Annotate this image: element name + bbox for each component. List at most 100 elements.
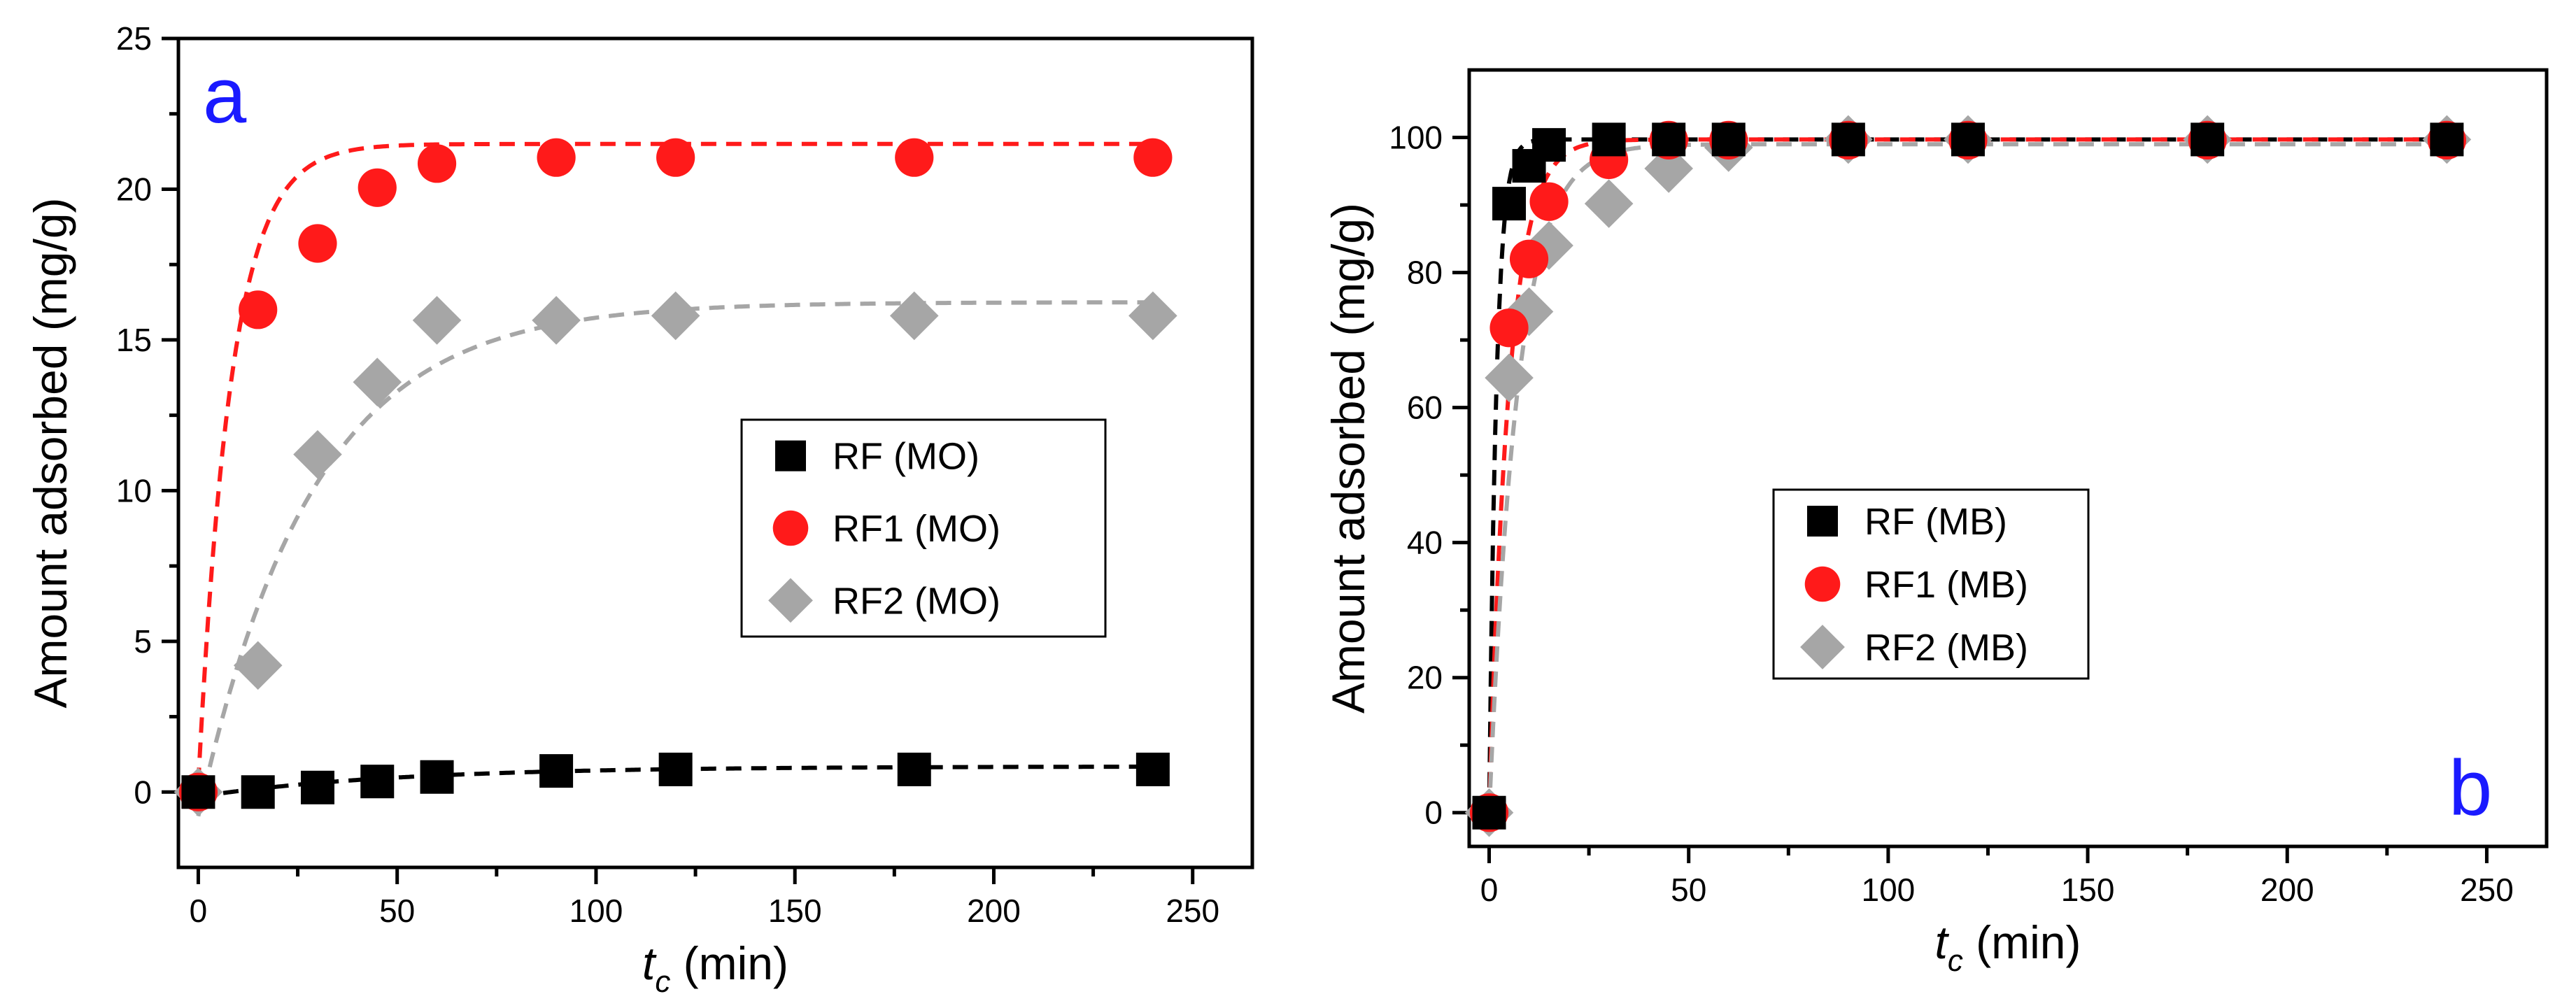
- data-point: [1711, 122, 1746, 157]
- data-point: [651, 291, 700, 341]
- x-tick-label: 150: [2061, 872, 2115, 908]
- data-point: [1489, 308, 1529, 348]
- y-tick-label: 5: [134, 623, 152, 660]
- y-axis-title: Amount adsorbed (mg/g): [1322, 203, 1374, 714]
- panel-a: 0 50 100 150 200 250 0 5 10 15 20 25 tc (min) Amount …: [24, 20, 1254, 999]
- legend-label: RF2 (MB): [1864, 627, 2028, 669]
- data-point: [293, 430, 342, 479]
- data-point: [537, 138, 576, 177]
- legend-marker: [775, 440, 806, 471]
- x-tick-label: 50: [1671, 872, 1706, 908]
- x-axis-title-var: t: [642, 937, 657, 989]
- legend-label: RF (MO): [833, 436, 979, 478]
- legend-label: RF (MB): [1864, 501, 2007, 543]
- data-point: [300, 770, 334, 804]
- data-point: [233, 641, 283, 690]
- data-point: [1504, 287, 1554, 336]
- data-point: [1485, 353, 1534, 402]
- data-point: [1532, 128, 1566, 162]
- data-point: [358, 168, 397, 207]
- y-tick-label: 0: [134, 774, 152, 810]
- data-point: [1529, 182, 1569, 221]
- x-axis-title: tc (min): [1935, 916, 2081, 978]
- legend-label: RF1 (MO): [833, 508, 1000, 550]
- y-tick-label: 10: [116, 472, 152, 509]
- data-point: [1128, 291, 1177, 341]
- data-point: [412, 296, 462, 345]
- data-point: [889, 291, 939, 341]
- data-point: [1644, 144, 1693, 193]
- x-tick-label: 200: [967, 893, 1021, 929]
- panel-letter: a: [203, 52, 247, 139]
- x-tick-label: 0: [1480, 872, 1499, 908]
- data-point: [1492, 187, 1527, 221]
- y-tick-label: 100: [1389, 120, 1443, 156]
- data-point: [1951, 122, 1985, 157]
- data-point: [239, 290, 278, 329]
- fit-curve-rf-mb-: [1487, 137, 2447, 813]
- x-tick-label: 200: [2260, 872, 2314, 908]
- panel-letter: b: [2449, 744, 2492, 832]
- y-tick-label: 0: [1424, 795, 1443, 831]
- y-tick-label: 25: [116, 20, 152, 57]
- x-axis-title-sub: c: [1948, 944, 1963, 978]
- x-tick-label: 50: [379, 893, 415, 929]
- data-point: [417, 144, 457, 183]
- data-point: [1133, 138, 1173, 177]
- plot-frame: [1467, 68, 2549, 849]
- data-point: [532, 296, 581, 345]
- x-tick-label: 150: [768, 893, 822, 929]
- data-point: [1524, 221, 1573, 270]
- y-tick-label: 60: [1407, 390, 1443, 426]
- legend-label: RF1 (MB): [1864, 564, 2028, 606]
- fit-curve-rf-mo-: [197, 765, 1153, 799]
- y-tick-label: 20: [116, 171, 152, 207]
- legend-label: RF2 (MO): [833, 580, 1000, 622]
- legend-marker: [768, 578, 813, 623]
- data-point: [658, 752, 693, 786]
- y-axis-title: Amount adsorbed (mg/g): [24, 197, 76, 708]
- y-tick-label: 20: [1407, 660, 1443, 696]
- x-tick-label: 100: [569, 893, 623, 929]
- fit-curve-rf1-mb-: [1487, 137, 2447, 813]
- data-point: [1652, 122, 1686, 157]
- data-point: [1135, 752, 1170, 786]
- panel-b: 0 50 100 150 200 250 0 20 40 60 80 100 tc (min) Amoun…: [1322, 68, 2549, 978]
- data-point: [360, 765, 395, 799]
- x-axis-title-unit: (min): [670, 937, 788, 989]
- plot-frame: [176, 36, 1254, 869]
- x-axis-title: tc (min): [642, 937, 788, 999]
- data-point: [2191, 122, 2225, 157]
- data-point: [1472, 795, 1506, 830]
- y-tick-label: 15: [116, 322, 152, 358]
- data-point: [539, 754, 574, 788]
- x-axis-title-unit: (min): [1963, 916, 2081, 968]
- data-point: [420, 760, 454, 794]
- fit-curve-rf2-mb-: [1487, 142, 2447, 813]
- data-point: [656, 138, 695, 177]
- data-point: [1592, 122, 1626, 157]
- x-tick-label: 100: [1862, 872, 1916, 908]
- data-point: [897, 752, 931, 786]
- data-point: [895, 138, 934, 177]
- data-point: [181, 775, 215, 809]
- x-tick-label: 250: [1166, 893, 1219, 929]
- data-point: [353, 357, 402, 407]
- data-point: [298, 224, 337, 263]
- y-tick-label: 40: [1407, 525, 1443, 561]
- fit-curve-rf2-mo-: [196, 300, 1153, 817]
- y-tick-label: 80: [1407, 255, 1443, 291]
- x-tick-label: 250: [2460, 872, 2514, 908]
- data-point: [1509, 239, 1549, 278]
- legend-marker: [1804, 566, 1841, 602]
- x-tick-label: 0: [190, 893, 208, 929]
- data-point: [1584, 179, 1634, 228]
- x-axis-title-var: t: [1935, 916, 1950, 968]
- x-axis-title-sub: c: [655, 965, 670, 999]
- data-point: [2430, 122, 2464, 157]
- data-point: [241, 775, 275, 809]
- fit-curve-rf1-mo-: [196, 141, 1153, 783]
- legend-marker: [772, 510, 809, 546]
- legend-marker: [1807, 506, 1838, 537]
